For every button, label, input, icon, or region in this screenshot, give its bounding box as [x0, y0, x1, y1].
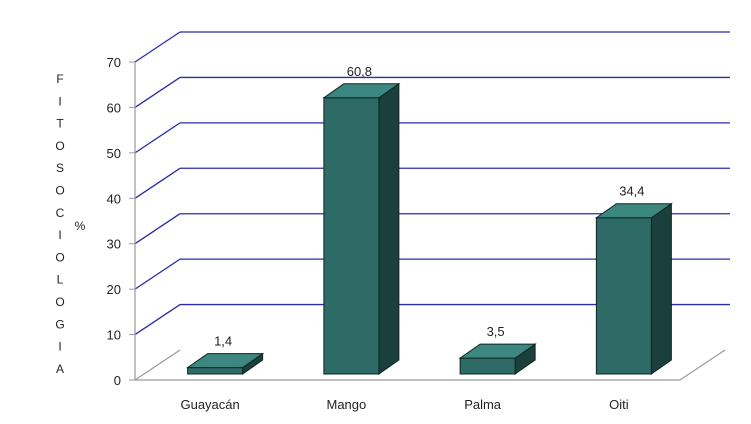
bar-front — [187, 367, 244, 375]
gridline-side — [134, 122, 181, 154]
y-axis-label-letter: I — [58, 340, 61, 354]
y-axis-label-letter: L — [57, 273, 64, 287]
y-axis-label-letter: F — [56, 72, 63, 86]
bar-front — [323, 97, 380, 375]
bar-front — [459, 357, 516, 375]
bar-side — [378, 82, 400, 375]
data-label: 34,4 — [619, 184, 644, 199]
x-tick-label: Palma — [464, 397, 502, 412]
y-tick-label: 60 — [107, 100, 121, 115]
bars — [186, 82, 673, 375]
floor-side-edge — [134, 349, 181, 381]
bar-side — [650, 202, 672, 375]
bar — [322, 82, 401, 375]
labels: 1,4 Guayacán 60,8 Mango 3,5 Palma 34,4 Oiti — [180, 64, 644, 412]
y-axis-unit: % — [75, 219, 86, 233]
bar-top — [594, 203, 673, 219]
y-tick-label: 40 — [107, 191, 121, 206]
y-axis-label-letter: S — [56, 161, 64, 175]
y-axis-label-letter: A — [56, 362, 64, 376]
bar — [458, 343, 537, 375]
y-axis-label-letter: O — [55, 295, 64, 309]
y-axis-label-letter: O — [55, 139, 64, 153]
y-axis-label-letter: G — [55, 317, 64, 331]
y-axis-label-letter: T — [56, 117, 64, 131]
bar — [594, 202, 673, 375]
gridline-side — [134, 76, 181, 108]
gridline-side — [134, 258, 181, 290]
data-label: 1,4 — [214, 334, 232, 349]
y-axis-label-letter: I — [58, 228, 61, 242]
bar-top — [458, 343, 537, 359]
x-tick-label: Oiti — [609, 397, 629, 412]
y-axis-label-letter: O — [55, 184, 64, 198]
y-axis-label-letter: I — [58, 94, 61, 108]
bar-top — [186, 353, 265, 369]
gridline-side — [134, 31, 181, 63]
y-tick-label: 10 — [107, 328, 121, 343]
gridline-side — [134, 304, 181, 336]
gridline-side — [134, 213, 181, 245]
bar-front — [595, 217, 652, 375]
x-tick-label: Guayacán — [180, 397, 239, 412]
data-label: 3,5 — [487, 324, 505, 339]
y-tick-label: 30 — [107, 237, 121, 252]
y-tick-label: 70 — [107, 55, 121, 70]
floor-edge — [679, 349, 726, 381]
bar-top — [322, 83, 401, 99]
gridline-side — [134, 167, 181, 199]
x-tick-label: Mango — [327, 397, 367, 412]
y-axis-label-letter: C — [56, 206, 65, 220]
bar — [186, 352, 265, 375]
gridlines — [134, 31, 730, 336]
data-label: 60,8 — [347, 64, 372, 79]
y-tick-label: 20 — [107, 282, 121, 297]
y-tick-label: 50 — [107, 146, 121, 161]
y-tick-label: 0 — [114, 373, 121, 388]
y-axis-label-letter: O — [55, 250, 64, 264]
